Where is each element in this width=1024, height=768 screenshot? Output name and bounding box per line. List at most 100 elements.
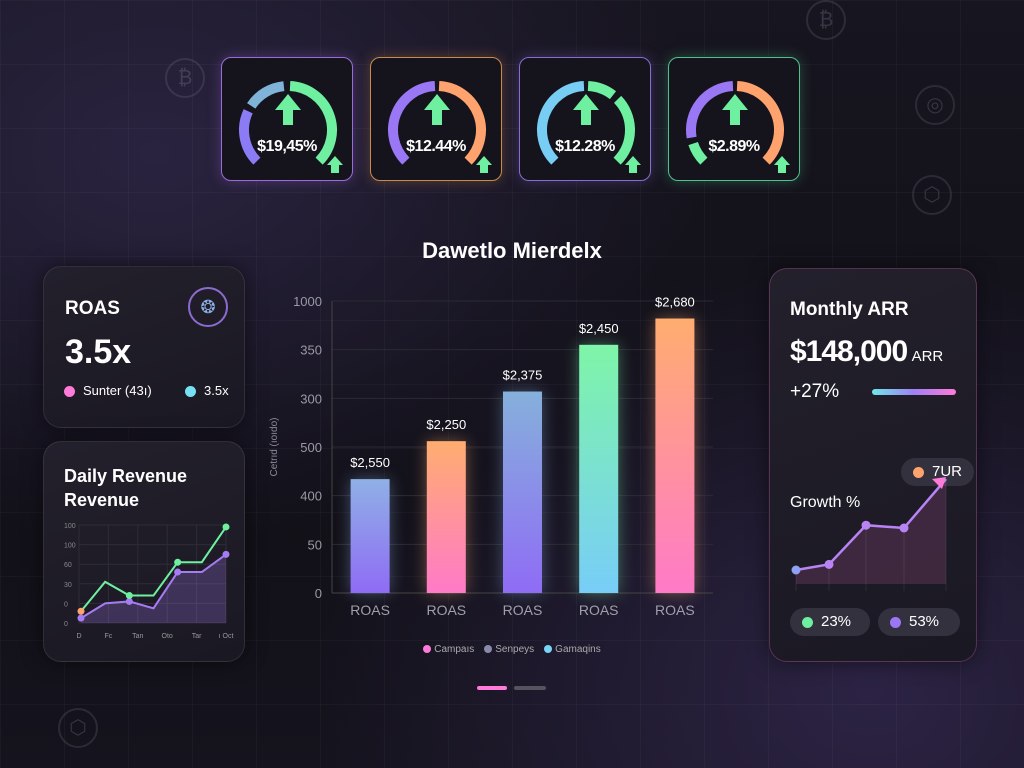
page-indicator-active[interactable] xyxy=(477,686,507,690)
gauge-svg xyxy=(686,81,790,173)
legend-label: Senpeys xyxy=(495,644,535,655)
legend-dot xyxy=(64,386,75,398)
arrow-up-icon xyxy=(275,94,301,125)
legend-item: Campaıs xyxy=(423,644,474,655)
roas-legend-2: 3.5x xyxy=(185,383,229,398)
shield-icon: ⬡ xyxy=(58,708,98,748)
data-point xyxy=(222,523,230,531)
gauge-arc xyxy=(247,81,285,109)
y-tick-label: 0 xyxy=(64,621,68,628)
growth-pill-1: 23% xyxy=(790,608,870,636)
gauge-value: $19,45% xyxy=(257,138,317,155)
data-point xyxy=(174,568,182,576)
title-line: Revenue xyxy=(64,490,140,510)
pill-dot xyxy=(802,616,813,628)
gauge-card[interactable]: $12.28% xyxy=(519,57,651,181)
x-tick-label: Tar xyxy=(192,633,202,640)
x-tick-label: Tan xyxy=(132,633,143,640)
arr-progress-bar xyxy=(872,389,956,395)
series-line xyxy=(80,526,227,612)
bar-chart-legend: Campaıs Senpeys Gamaqins xyxy=(0,639,1024,657)
y-tick-label: 50 xyxy=(308,537,322,552)
growth-pill-2: 53% xyxy=(878,608,960,636)
y-tick-label: 100 xyxy=(64,523,76,530)
arr-unit: ARR xyxy=(911,348,944,365)
gauge-arc xyxy=(537,81,585,165)
bar-data-label: $2,250 xyxy=(426,417,466,432)
bar xyxy=(350,479,390,593)
gauge-value: $2.89% xyxy=(708,138,760,155)
arrow-up-icon xyxy=(774,156,790,173)
gauge-arc xyxy=(587,81,617,100)
pill-label: 53% xyxy=(909,613,940,630)
roas-legend-1: Sunter (43ı) xyxy=(64,383,152,398)
x-tick-label: Fc xyxy=(105,633,113,640)
gauge-svg xyxy=(537,81,641,173)
data-point xyxy=(861,520,871,530)
daily-revenue-chart: 100 100 60 30 0 0 D Fc Tan Oto Tar ı Oct xyxy=(64,523,233,640)
y-tick-label: 500 xyxy=(300,440,322,455)
shield-icon: ⬡ xyxy=(912,175,952,215)
arrow-up-icon xyxy=(327,156,343,173)
x-tick-label: Oto xyxy=(162,633,173,640)
data-point xyxy=(899,523,909,533)
bar-data-label: $2,680 xyxy=(655,295,695,310)
arrow-up-icon xyxy=(625,156,641,173)
arrow-head-icon xyxy=(932,477,946,489)
gauge-card[interactable]: $19,45% xyxy=(221,57,353,181)
bar-data-label: $2,375 xyxy=(503,368,543,383)
series-line xyxy=(80,553,227,619)
bar xyxy=(655,318,695,593)
bar-data-label: $2,450 xyxy=(579,321,619,336)
data-point xyxy=(125,592,133,600)
legend-label: 3.5x xyxy=(204,383,229,398)
gauge-svg xyxy=(388,81,492,173)
growth-chart xyxy=(791,477,947,591)
bitcoin-icon: ₿ xyxy=(806,0,846,40)
arr-value-row: $148,000 ARR xyxy=(790,335,943,369)
gauge-arc xyxy=(688,141,708,165)
y-axis-label: Cetrıd (ıoıdo) xyxy=(269,418,280,477)
x-tick-label: ROAS xyxy=(655,602,695,618)
x-tick-label: ROAS xyxy=(579,602,619,618)
legend-item: Gamaqins xyxy=(544,644,601,655)
gauge-arc xyxy=(736,81,784,165)
legend-label: Campaıs xyxy=(434,644,475,655)
x-tick-label: ROAS xyxy=(503,602,543,618)
gauge-value: $12.28% xyxy=(555,138,615,155)
y-tick-label: 0 xyxy=(64,601,68,608)
bar xyxy=(579,344,619,593)
gauge-arc xyxy=(686,81,734,139)
legend-label: Gamaqins xyxy=(555,644,601,655)
badge-dot xyxy=(913,466,924,478)
gauge-value: $12.44% xyxy=(406,138,466,155)
legend-item: Senpeys xyxy=(484,644,534,655)
legend-dot xyxy=(544,645,553,654)
data-point xyxy=(222,550,230,558)
monthly-arr-card[interactable]: Monthly ARR $148,000 ARR +27% 7UR Growth… xyxy=(769,268,977,662)
title-line: Daily Revenue xyxy=(64,466,188,486)
page-indicator[interactable] xyxy=(514,686,546,690)
daily-revenue-card[interactable]: Daily Revenue Revenue 100 100 60 30 0 0 D Fc Tan O… xyxy=(43,441,245,662)
gauge-card[interactable]: $2.89% xyxy=(668,57,800,181)
pill-label: 23% xyxy=(821,613,852,630)
y-tick-label: 60 xyxy=(64,562,72,569)
bar-data-label: $2,550 xyxy=(350,455,390,470)
legend-label: Sunter (43ı) xyxy=(83,383,152,398)
gauge-arc xyxy=(438,81,486,165)
arr-title: Monthly ARR xyxy=(790,299,909,320)
y-tick-label: 0 xyxy=(315,586,322,601)
legend-dot xyxy=(185,386,196,398)
gauge-arc xyxy=(388,81,436,165)
arr-change: +27% xyxy=(790,381,840,402)
gauge-card[interactable]: $12.44% xyxy=(370,57,502,181)
pill-dot xyxy=(890,616,901,628)
arrow-up-icon xyxy=(573,94,599,125)
y-tick-label: 30 xyxy=(64,582,72,589)
roas-card[interactable]: ROAS ❂ 3.5x Sunter (43ı) 3.5x xyxy=(43,266,245,428)
arr-value: $148,000 xyxy=(790,335,908,368)
dashboard-title: Dawetlo Mierdelx xyxy=(422,238,602,263)
y-tick-label: 400 xyxy=(300,489,322,504)
x-tick-label: ROAS xyxy=(426,602,466,618)
